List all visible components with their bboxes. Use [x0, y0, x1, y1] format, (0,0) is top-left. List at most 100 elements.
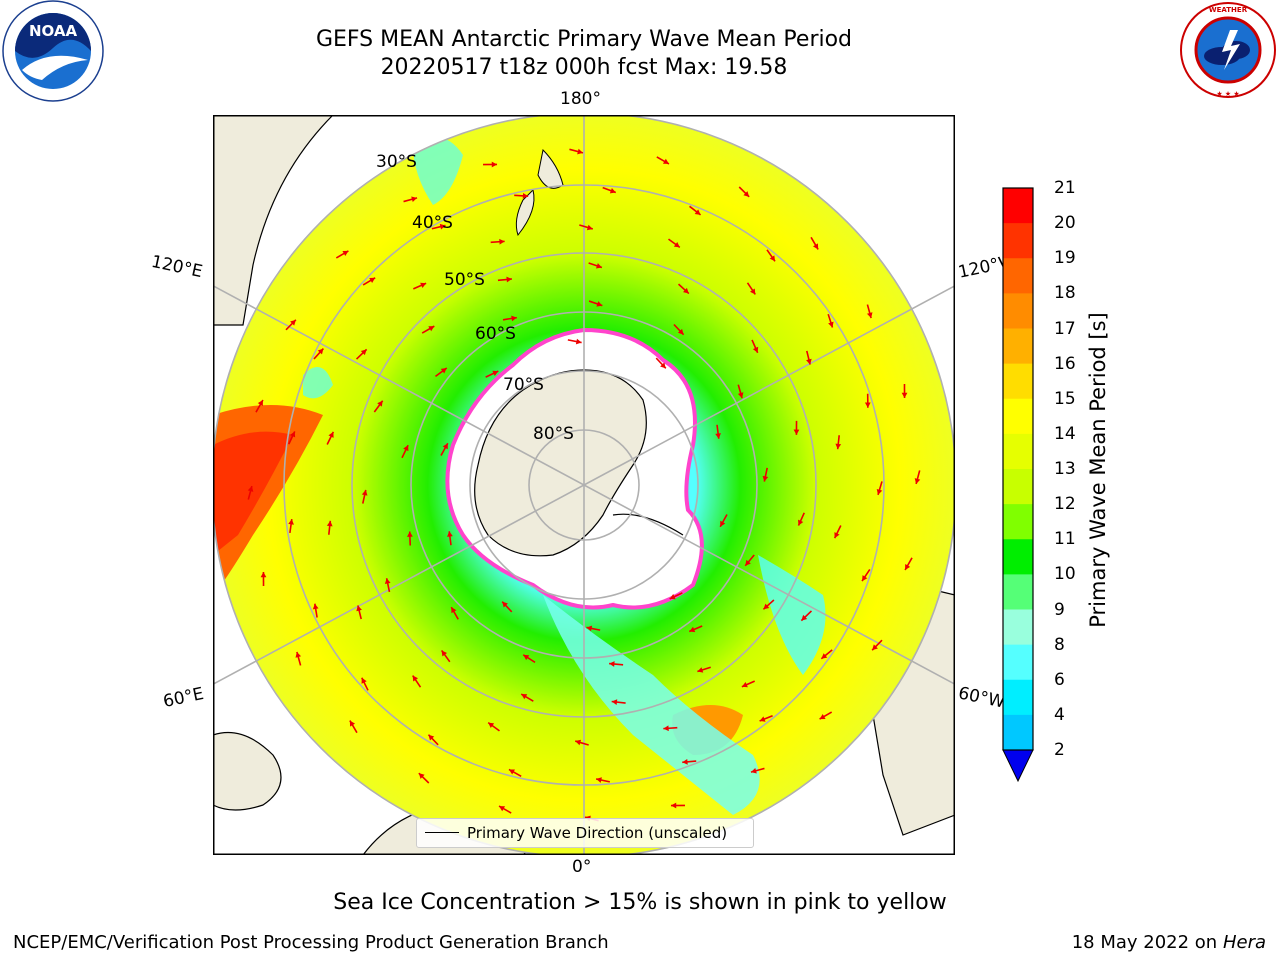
land-antarctica: [474, 369, 647, 557]
wave-arrow-head: [596, 263, 602, 269]
wave-arrow-head: [689, 626, 696, 633]
wave-arrow-head: [361, 489, 368, 496]
land-australia: [213, 115, 334, 326]
colorbar-band: [1003, 714, 1033, 751]
wave-arrow-head: [441, 650, 448, 657]
wave-arrow-head: [439, 223, 446, 230]
colorbar-tick-label: 16: [1054, 353, 1076, 374]
wave-arrow-head: [411, 196, 418, 203]
wave-arrow-head: [834, 532, 840, 539]
wave-arrow-head: [741, 682, 748, 688]
wave-arrow-head: [257, 400, 263, 407]
colorbar-band: [1003, 679, 1033, 716]
wave-arrow-head: [586, 625, 593, 632]
wave-arrow-head: [596, 301, 603, 307]
colorbar-band: [1003, 539, 1033, 575]
wave-arrow-head: [821, 653, 828, 659]
wave-arrow-head: [412, 675, 419, 682]
wave-arrow-head: [499, 238, 505, 245]
wave-arrow-head: [451, 607, 457, 614]
wave-arrow-head: [420, 282, 427, 288]
wave-arrow-head: [403, 445, 409, 452]
lat-label-80s: 80°S: [533, 424, 574, 444]
wave-arrow-head: [901, 392, 908, 399]
wave-arrow-head: [677, 328, 684, 335]
polar-map: Primary Wave Direction (unscaled): [213, 115, 955, 855]
wave-arrow-head: [905, 563, 911, 570]
date-line: 18 May 2022 on Hera: [1072, 932, 1266, 953]
lon-label-120e: 120°E: [149, 251, 205, 283]
map-title: GEFS MEAN Antarctic Primary Wave Mean Pe…: [315, 27, 853, 52]
wave-arrow-head: [384, 578, 391, 584]
colorbar-band: [1003, 398, 1033, 435]
wave-arrow-head: [819, 713, 826, 720]
map-legend: Primary Wave Direction (unscaled): [416, 818, 754, 848]
wave-arrow-head: [586, 224, 593, 231]
sea-ice-note: Sea Ice Concentration > 15% is shown in …: [333, 890, 947, 915]
wave-arrow-head: [750, 767, 757, 774]
wave-arrow-head: [759, 716, 766, 722]
wave-arrow-head: [806, 358, 812, 365]
colorbar-band: [1003, 609, 1033, 646]
wave-arrow-head: [769, 255, 776, 262]
colorbar-band: [1003, 223, 1033, 259]
colorbar-tick-label: 14: [1054, 423, 1076, 444]
wave-arrow-head: [872, 644, 878, 651]
colorbar-band: [1003, 433, 1033, 470]
wave-arrow-head: [596, 777, 602, 783]
colorbar-band: [1003, 363, 1033, 400]
wave-arrow-head: [697, 667, 704, 673]
wave-arrow-head: [914, 478, 921, 484]
wave-arrow-head: [428, 734, 435, 741]
wave-arrow-head: [694, 209, 701, 215]
wave-arrow-head: [288, 519, 294, 525]
wave-arrow-head: [499, 806, 506, 812]
svg-text:NOAA: NOAA: [29, 22, 78, 40]
wave-arrow-head: [762, 475, 769, 482]
lon-label-180: 180°: [560, 89, 601, 109]
wave-arrow-head: [835, 443, 842, 450]
wave-arrow-head: [326, 520, 333, 527]
colorbar-band: [1003, 504, 1033, 540]
graticule: [213, 115, 955, 855]
wave-arrow-head: [749, 288, 756, 295]
wave-arrow-head: [670, 802, 677, 809]
colorbar-tick-label: 6: [1054, 669, 1065, 690]
colorbar-tick-label: 12: [1054, 494, 1076, 515]
colorbar-band: [1003, 258, 1033, 294]
wave-arrow-head: [312, 603, 319, 610]
wave-arrow-head: [361, 677, 367, 684]
svg-text:WEATHER: WEATHER: [1209, 6, 1248, 14]
wave-arrow-head: [317, 348, 324, 355]
wave-arrow-head: [328, 431, 334, 438]
wave-arrow-head: [418, 773, 425, 779]
colorbar-tick-label: 18: [1054, 283, 1076, 304]
wave-arrow-head: [377, 400, 383, 407]
wave-arrow-head: [763, 603, 770, 610]
wave-arrow-head: [360, 349, 367, 356]
wave-arrow-head: [295, 651, 302, 658]
colorbar-tick-label: 20: [1054, 213, 1076, 234]
wave-arrow-head: [575, 739, 582, 746]
colorbar-band: [1003, 293, 1033, 329]
legend-text: Primary Wave Direction (unscaled): [467, 824, 728, 842]
colorbar-tick-label: 13: [1054, 459, 1076, 479]
wave-arrow-head: [876, 488, 883, 495]
colorbar-tick-label: 8: [1054, 634, 1065, 655]
machine-name: Hera: [1222, 932, 1266, 953]
wave-arrow-head: [683, 287, 689, 294]
wave-arrow-head: [492, 370, 499, 376]
lat-label-50s: 50°S: [444, 270, 485, 290]
colorbar-band: [1003, 188, 1033, 224]
wave-arrow-head: [812, 243, 819, 250]
wave-arrow-head: [260, 571, 267, 578]
wave-arrow-head: [737, 392, 744, 399]
colorbar-tick-label: 4: [1054, 704, 1065, 725]
wave-arrow-head: [428, 326, 435, 332]
wave-arrow-head: [289, 431, 296, 438]
lat-label-40s: 40°S: [412, 213, 453, 233]
map-subtitle: 20220517 t18z 000h fcst Max: 19.58: [380, 55, 788, 80]
wave-arrow-head: [743, 191, 750, 197]
wave-arrow-head: [442, 443, 448, 450]
wave-arrow-head: [793, 429, 800, 435]
